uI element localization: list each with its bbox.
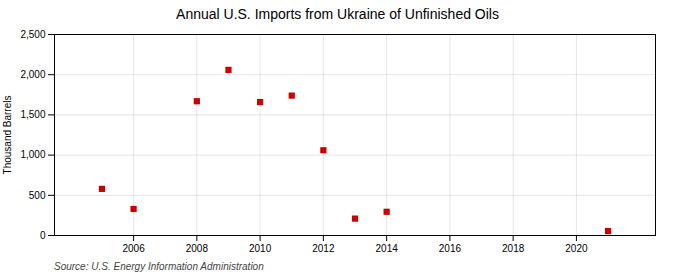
svg-text:2006: 2006 bbox=[122, 243, 145, 254]
svg-text:500: 500 bbox=[29, 190, 46, 201]
svg-text:2,500: 2,500 bbox=[20, 29, 45, 40]
svg-text:2018: 2018 bbox=[502, 243, 525, 254]
svg-text:2010: 2010 bbox=[249, 243, 272, 254]
svg-text:2,000: 2,000 bbox=[20, 69, 45, 80]
svg-text:2012: 2012 bbox=[312, 243, 335, 254]
html-text:Source: U.S. Energy Informatio: Source: U.S. Energy Information Administ… bbox=[54, 261, 264, 272]
html-text:Annual U.S. Imports from Ukrai: Annual U.S. Imports from Ukraine of Unfi… bbox=[176, 6, 499, 22]
svg-text:0: 0 bbox=[40, 230, 46, 241]
svg-text:1,000: 1,000 bbox=[20, 149, 45, 160]
svg-text:2008: 2008 bbox=[186, 243, 209, 254]
svg-text:2020: 2020 bbox=[565, 243, 588, 254]
svg-text:2014: 2014 bbox=[376, 243, 399, 254]
svg-text:Thousand Barrels: Thousand Barrels bbox=[2, 96, 13, 175]
svg-text:1,500: 1,500 bbox=[20, 109, 45, 120]
svg-text:2016: 2016 bbox=[439, 243, 462, 254]
